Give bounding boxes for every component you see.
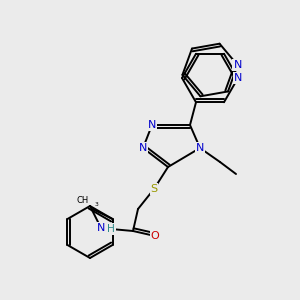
Text: H: H [107, 224, 115, 234]
Text: N: N [139, 143, 147, 153]
Text: N: N [196, 143, 204, 153]
Text: O: O [151, 231, 159, 241]
Text: N: N [233, 60, 242, 70]
Text: N: N [148, 120, 156, 130]
Text: S: S [150, 184, 158, 194]
Text: N: N [234, 73, 242, 83]
Text: 3: 3 [94, 202, 98, 207]
Text: N: N [97, 223, 105, 233]
Text: CH: CH [76, 196, 88, 205]
